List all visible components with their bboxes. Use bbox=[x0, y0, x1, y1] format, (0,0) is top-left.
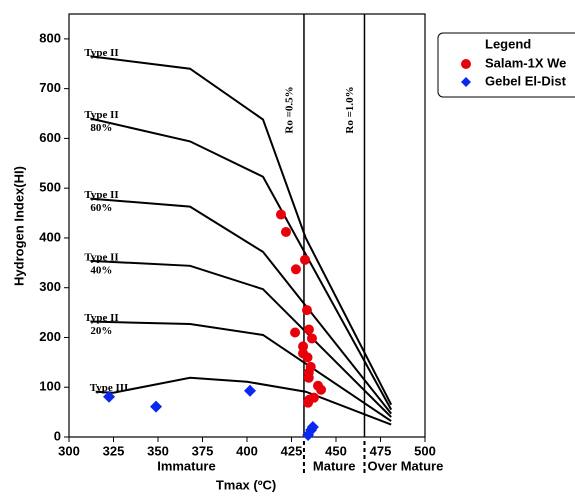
curve-sublabel: 60% bbox=[90, 202, 112, 214]
x-tick-label: 300 bbox=[58, 443, 80, 458]
data-point bbox=[290, 264, 301, 275]
legend-marker bbox=[461, 77, 471, 87]
x-tick-label: 425 bbox=[281, 443, 303, 458]
zone-label: Over Mature bbox=[367, 458, 443, 473]
data-point bbox=[275, 209, 286, 220]
legend-box bbox=[437, 32, 575, 98]
data-point bbox=[305, 424, 318, 437]
x-tick-label: 450 bbox=[325, 443, 347, 458]
curve-sublabel: 20% bbox=[90, 325, 112, 337]
data-point bbox=[306, 333, 317, 344]
data-point bbox=[298, 341, 309, 352]
curve-label: Type II bbox=[84, 189, 118, 201]
curve-label: Type II bbox=[84, 251, 118, 263]
kerogen-curve bbox=[90, 197, 392, 415]
curve-sublabel: 80% bbox=[90, 122, 112, 134]
x-tick-label: 400 bbox=[236, 443, 258, 458]
y-tick-label: 500 bbox=[39, 180, 61, 195]
kerogen-curve bbox=[95, 376, 392, 426]
data-point bbox=[301, 305, 312, 316]
ro-label: Ro =1.0% bbox=[344, 86, 356, 133]
data-point bbox=[303, 324, 314, 335]
data-point bbox=[300, 254, 311, 265]
x-tick-label: 375 bbox=[192, 443, 214, 458]
curve-sublabel: 40% bbox=[90, 264, 112, 276]
legend-title: Legend bbox=[485, 36, 531, 51]
kerogen-curve bbox=[90, 55, 393, 406]
zone-label: Immature bbox=[157, 458, 216, 473]
legend-label: Salam-1X We bbox=[485, 55, 566, 70]
data-point bbox=[244, 384, 257, 397]
data-point bbox=[290, 327, 301, 338]
legend-marker bbox=[461, 59, 471, 69]
x-tick-label: 475 bbox=[370, 443, 392, 458]
kerogen-curve bbox=[90, 320, 392, 422]
y-tick-label: 200 bbox=[39, 329, 61, 344]
x-tick-label: 350 bbox=[147, 443, 169, 458]
y-tick-label: 400 bbox=[39, 229, 61, 244]
data-point bbox=[304, 394, 315, 405]
curve-label: Type II bbox=[84, 47, 118, 59]
y-tick-label: 0 bbox=[54, 428, 61, 443]
data-point bbox=[103, 390, 116, 403]
y-tick-label: 300 bbox=[39, 279, 61, 294]
x-axis-label: Tmax (ºC) bbox=[216, 477, 276, 492]
y-tick-label: 700 bbox=[39, 80, 61, 95]
y-tick-label: 100 bbox=[39, 379, 61, 394]
data-point bbox=[316, 384, 327, 395]
y-tick-label: 800 bbox=[39, 30, 61, 45]
ro-label: Ro =0.5% bbox=[283, 86, 295, 133]
curve-label: Type II bbox=[84, 109, 118, 121]
kerogen-curve bbox=[90, 259, 392, 418]
x-tick-label: 325 bbox=[103, 443, 125, 458]
data-point bbox=[280, 226, 291, 237]
curve-label: Type III bbox=[90, 382, 129, 394]
x-tick-label: 500 bbox=[414, 443, 436, 458]
data-point bbox=[302, 352, 313, 363]
curve-label: Type II bbox=[84, 312, 118, 324]
kerogen-curve bbox=[90, 117, 393, 411]
y-tick-label: 600 bbox=[39, 130, 61, 145]
y-axis-label: Hydrogen Index(HI) bbox=[11, 166, 26, 286]
zone-label: Mature bbox=[313, 458, 356, 473]
data-point bbox=[150, 400, 163, 413]
data-point bbox=[303, 372, 314, 383]
legend-label: Gebel El-Dist bbox=[485, 73, 567, 88]
